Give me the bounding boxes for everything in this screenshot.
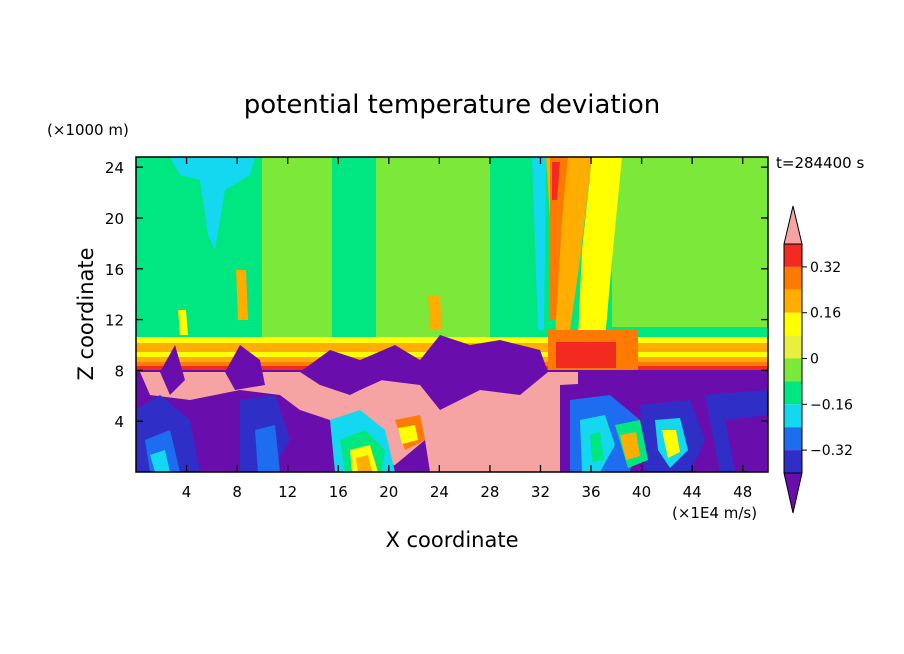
y-tick-label: 12 (105, 312, 124, 330)
y-axis-label: Z coordinate (74, 247, 98, 380)
x-tick-label: 12 (278, 483, 297, 501)
colorbar-swatch (784, 244, 802, 267)
colorbar-tick-label: 0 (810, 352, 819, 368)
colorbar-swatch (784, 289, 802, 313)
time-label: t=284400 s (776, 154, 864, 172)
y-tick-label: 24 (105, 159, 124, 177)
colorbar-tick-label: 0.16 (810, 306, 841, 322)
colorbar-swatch (784, 358, 802, 382)
colorbar-extend-min (783, 472, 803, 514)
colorbar-swatch (784, 335, 802, 359)
colorbar-swatch (784, 266, 802, 290)
colorbar: 0.32 0.16 0 −0.16 −0.32 (783, 205, 853, 514)
x-tick-label: 20 (379, 483, 398, 501)
colorbar-swatch (784, 427, 802, 451)
chart-title: potential temperature deviation (244, 90, 660, 120)
colorbar-tick-label: −0.16 (810, 397, 853, 413)
x-axis-label: X coordinate (385, 528, 518, 552)
x-axis: 4 8 12 16 20 24 28 32 36 40 44 48 (182, 157, 752, 501)
x-units-label: (×1E4 m/s) (672, 504, 757, 522)
contour-field (136, 157, 768, 472)
x-tick-label: 44 (683, 483, 702, 501)
y-tick-label: 4 (114, 413, 124, 431)
x-tick-label: 32 (531, 483, 550, 501)
y-tick-label: 20 (105, 210, 124, 228)
x-tick-label: 48 (733, 483, 752, 501)
x-tick-label: 8 (232, 483, 242, 501)
x-tick-label: 40 (632, 483, 651, 501)
y-units-label: (×1000 m) (47, 121, 129, 139)
colorbar-swatch (784, 381, 802, 405)
x-tick-label: 24 (430, 483, 449, 501)
y-tick-label: 8 (114, 362, 124, 380)
colorbar-tick-label: 0.32 (810, 260, 841, 276)
x-tick-label: 16 (329, 483, 348, 501)
x-tick-label: 4 (182, 483, 192, 501)
colorbar-swatch (784, 312, 802, 336)
y-axis: 4 8 12 16 20 24 (105, 159, 768, 431)
colorbar-extend-max (783, 205, 803, 245)
colorbar-swatch (784, 450, 802, 473)
colorbar-swatch (784, 404, 802, 428)
plot-frame (135, 156, 769, 473)
y-tick-label: 16 (105, 261, 124, 279)
colorbar-tick-label: −0.32 (810, 443, 853, 459)
x-tick-label: 28 (480, 483, 499, 501)
x-tick-label: 36 (581, 483, 600, 501)
